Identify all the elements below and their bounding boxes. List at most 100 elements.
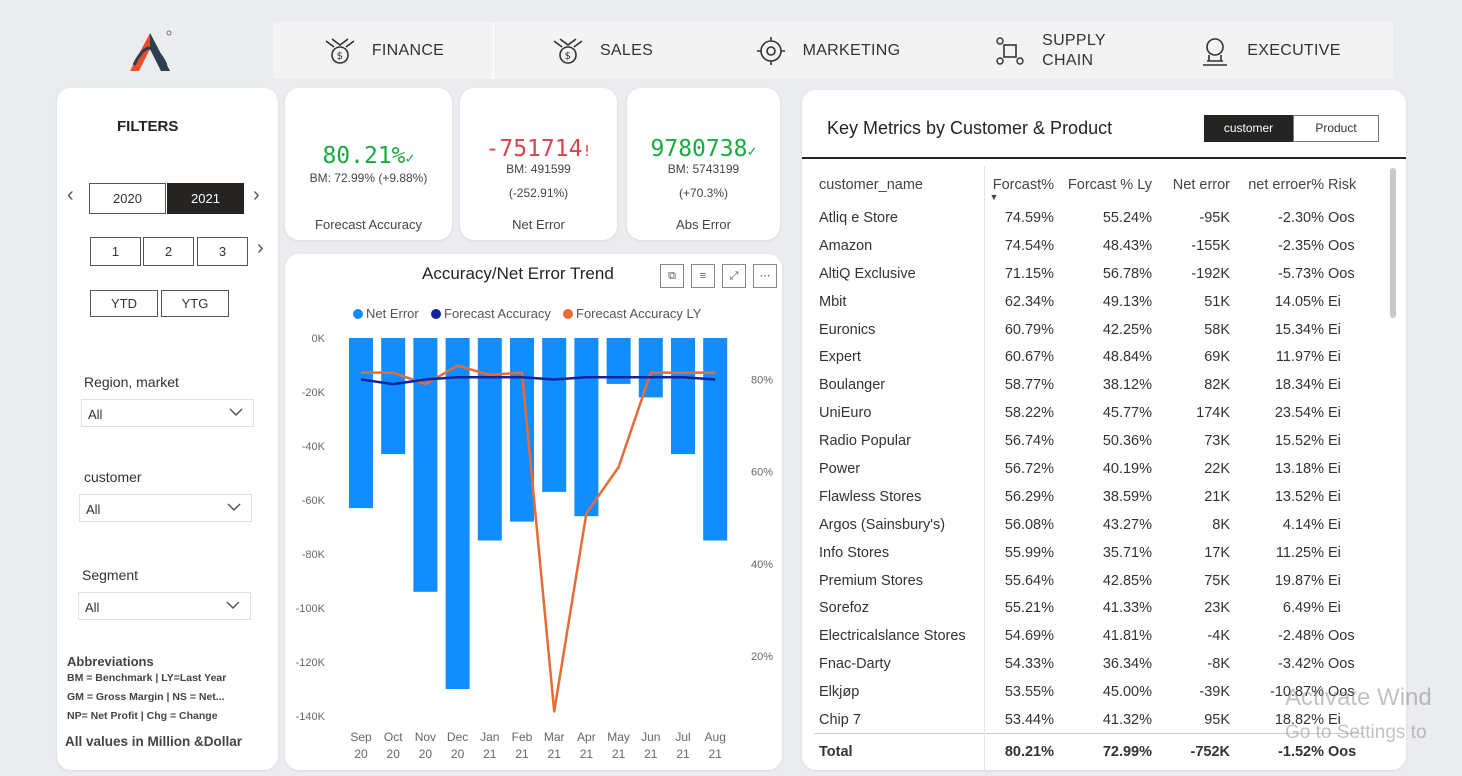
nav-divider (493, 22, 494, 79)
table-cell: 55.24% (1102, 209, 1152, 226)
table-row[interactable]: Atliq e Store 74.59% 55.24% -95K -2.30% Oos (814, 204, 1364, 232)
customer-dropdown[interactable]: All (79, 494, 252, 522)
table-cell: 56.74% (1004, 433, 1054, 450)
table-row[interactable]: Sorefoz 55.21% 41.33% 23K 6.49% Ei (814, 594, 1364, 623)
table-cell: 6.49% (1282, 600, 1324, 617)
year-2021-button[interactable]: 2021 (167, 183, 244, 214)
table-row[interactable]: Mbit 62.34% 49.13% 51K 14.05% Ei (814, 287, 1364, 316)
table-cell: -8K (1207, 656, 1230, 673)
nav-finance-label: FINANCE (371, 41, 445, 59)
more-icon[interactable]: ⋯ (753, 264, 777, 288)
kpi-change: (-252.91%) (508, 186, 569, 200)
nav-sales[interactable]: $ SALES (494, 22, 709, 79)
year-2020-button[interactable]: 2020 (89, 183, 166, 214)
table-cell: 51K (1204, 293, 1230, 310)
bar-net-error (703, 338, 728, 541)
table-row[interactable]: Info Stores 55.99% 35.71% 17K 11.25% Ei (814, 538, 1364, 567)
year-next-arrow-icon[interactable]: › (253, 184, 260, 206)
table-cell: 56.72% (1004, 460, 1054, 477)
nav-supply-chain[interactable]: SUPPLY CHAIN (944, 22, 1154, 79)
total-cell: 80.21% (984, 733, 1054, 770)
table-cell: Fnac-Darty (814, 650, 985, 679)
col-header-customer-name[interactable]: customer_name (814, 166, 985, 204)
table-row[interactable]: Radio Popular 56.74% 50.36% 73K 15.52% Ei (814, 427, 1364, 456)
bar-net-error (381, 338, 406, 455)
col-header-net-error[interactable]: Net error (1172, 177, 1230, 193)
table-cell: 13.18% (1274, 460, 1324, 477)
table-row[interactable]: Electricalslance Stores 54.69% 41.81% -4K -2… (814, 622, 1364, 651)
customer-value: All (86, 502, 101, 517)
ytg-button[interactable]: YTG (161, 290, 229, 317)
table-cell: 21K (1204, 488, 1230, 505)
table-row[interactable]: AltiQ Exclusive 71.15% 56.78% -192K -5.73% Oo… (814, 259, 1364, 288)
marketing-icon (756, 36, 785, 65)
kpi-value: -751714! (485, 136, 592, 162)
nav-executive[interactable]: EXECUTIVE (1154, 22, 1384, 79)
table-row[interactable]: Fnac-Darty 54.33% 36.34% -8K -3.42% Oos (814, 650, 1364, 679)
focus-icon[interactable]: ⤢ (722, 264, 746, 288)
table-cell: Flawless Stores (814, 482, 985, 511)
table-cell: 71.15% (1004, 265, 1054, 282)
table-row[interactable]: Power 56.72% 40.19% 22K 13.18% Ei (814, 455, 1364, 483)
table-cell: Sorefoz (814, 594, 985, 623)
table-row[interactable]: Amazon 74.54% 48.43% -155K -2.35% Oos (814, 231, 1364, 260)
table-cell: Ei (1328, 405, 1341, 422)
table-row[interactable]: UniEuro 58.22% 45.77% 174K 23.54% Ei (814, 399, 1364, 428)
col-header-risk[interactable]: Risk (1328, 177, 1357, 193)
table-cell: -2.35% (1278, 237, 1324, 254)
activation-watermark: Activate Wind (1285, 684, 1432, 711)
legend-label: Net Error (366, 306, 419, 321)
year-prev-arrow-icon[interactable]: ‹ (67, 184, 74, 206)
table-cell: -155K (1191, 237, 1230, 254)
nav-marketing[interactable]: MARKETING (709, 22, 944, 79)
table-cell: 95K (1204, 711, 1230, 728)
abbreviation-line: GM = Gross Margin | NS = Net... (67, 691, 225, 703)
y-tick-label: -20K (302, 387, 326, 399)
nav-marketing-label: MARKETING (802, 41, 901, 59)
segment-dropdown[interactable]: All (78, 592, 251, 620)
table-row[interactable]: Euronics 60.79% 42.25% 58K 15.34% Ei (814, 315, 1364, 344)
bar-net-error (542, 338, 567, 492)
customer-toggle-button[interactable]: customer (1204, 115, 1293, 142)
quarter-1-button[interactable]: 1 (90, 237, 141, 266)
quarter-2-button[interactable]: 2 (143, 237, 194, 266)
alert-icon: ! (582, 142, 592, 160)
legend-item-forecast-accuracy[interactable]: Forecast Accuracy (431, 306, 551, 321)
region-market-label: Region, market (84, 374, 179, 390)
quarter-3-button[interactable]: 3 (197, 237, 248, 266)
x-tick-label: Mar (544, 730, 565, 744)
table-cell: 18.34% (1274, 377, 1324, 394)
region-market-dropdown[interactable]: All (81, 399, 254, 427)
y2-tick-label: 20% (751, 651, 773, 663)
copy-icon[interactable]: ⧉ (660, 264, 684, 288)
quarter-next-arrow-icon[interactable]: › (257, 237, 264, 259)
ytd-button[interactable]: YTD (90, 290, 158, 317)
legend-label: Forecast Accuracy LY (576, 306, 702, 321)
legend-item-forecast-accuracy-ly[interactable]: Forecast Accuracy LY (563, 306, 701, 321)
table-row[interactable]: Argos (Sainsbury's) 56.08% 43.27% 8K 4.14% Ei (814, 510, 1364, 539)
nav-finance[interactable]: $ FINANCE (273, 22, 493, 79)
table-row[interactable]: Expert 60.67% 48.84% 69K 11.97% Ei (814, 343, 1364, 372)
table-cell: 4.14% (1282, 516, 1324, 533)
table-scrollbar[interactable] (1390, 168, 1396, 318)
x-tick-year: 20 (419, 747, 433, 761)
y-tick-label: -80K (302, 549, 326, 561)
table-cell: Ei (1328, 377, 1341, 394)
table-row[interactable]: Flawless Stores 56.29% 38.59% 21K 13.52% Ei (814, 482, 1364, 511)
table-cell: Oos (1328, 656, 1355, 673)
filter-icon[interactable]: ≡ (691, 264, 715, 288)
table-row[interactable]: Premium Stores 55.64% 42.85% 75K 19.87% Ei (814, 566, 1364, 595)
table-row[interactable]: Boulanger 58.77% 38.12% 82K 18.34% Ei (814, 371, 1364, 400)
legend-item-net-error[interactable]: Net Error (353, 306, 419, 321)
col-header-forecast-ly[interactable]: Forcast % Ly (1067, 177, 1152, 193)
product-toggle-button[interactable]: Product (1293, 115, 1379, 142)
kpi-abs-error: 9780738✓ BM: 5743199 (+70.3%) Abs Error (627, 88, 780, 240)
table-row[interactable]: Chip 7 53.44% 41.32% 95K 18.82% Ei (814, 706, 1364, 734)
table-cell: Ei (1328, 349, 1341, 366)
svg-text:$: $ (336, 51, 343, 62)
col-header-net-error-pct[interactable]: net erroer% (1248, 177, 1324, 193)
col-header-forecast[interactable]: Forcast% ▼ (989, 177, 1055, 202)
app-logo (30, 20, 270, 82)
table-row[interactable]: Elkjøp 53.55% 45.00% -39K -10.87% Oos (814, 678, 1364, 707)
table-cell: 53.55% (1004, 684, 1054, 701)
